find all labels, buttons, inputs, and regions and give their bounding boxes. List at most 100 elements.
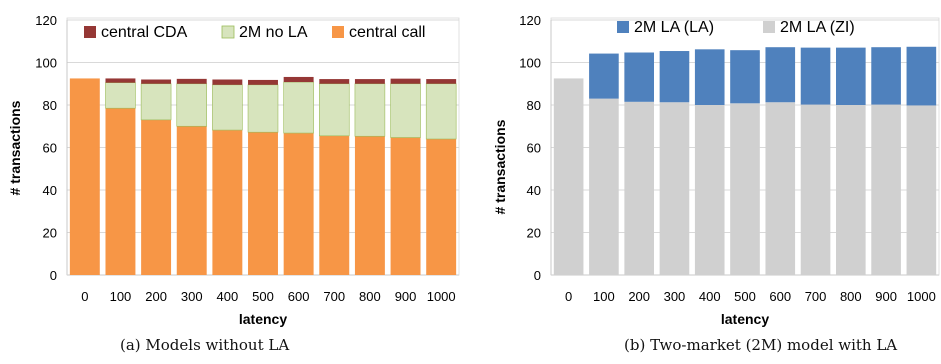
legend-swatch [332,26,344,38]
bar-segment [425,83,457,140]
bar-segment [69,78,100,275]
bar-segment [176,78,207,84]
x-axis-title: latency [239,311,287,327]
bar-segment [589,53,619,99]
bar-segment [426,79,457,84]
bar-segment [390,137,421,275]
y-tick-label: 0 [50,268,57,283]
bar-segment [319,79,350,84]
bar-segment [906,105,937,275]
bar-segment [319,135,350,275]
y-tick-label: 20 [527,226,541,241]
x-tick-label: 300 [181,289,203,304]
bar-segment [354,136,385,275]
x-tick-label: 0 [81,289,88,304]
legend-label: central call [349,24,425,41]
bar-segment [176,126,207,275]
y-tick-label: 80 [43,98,57,113]
y-tick-label: 0 [534,268,541,283]
y-tick-label: 80 [527,98,541,113]
y-axis-title: # transactions [7,100,23,195]
y-axis-title: # transactions [492,119,508,214]
bar-segment [730,50,760,104]
caption-right: (b) Two-market (2M) model with LA [624,336,898,354]
chart-two-market-with-la: 0 20 40 60 80 100 120 0 100 200 300 400 500 600 700 800… [492,13,940,327]
bar-segment [871,47,901,105]
bar-segment [765,47,796,103]
bar-segment [624,52,654,102]
bar-segment [105,108,136,275]
x-tick-label: 600 [288,289,310,304]
y-tick-label: 120 [519,13,541,28]
bar-segment [105,82,136,109]
legend-swatch [84,26,96,38]
x-tick-label: 600 [769,289,791,304]
bar-segment [319,83,350,137]
bar-segment [589,98,619,275]
x-tick-label: 700 [805,289,827,304]
y-tick-label: 120 [35,13,57,28]
bar-segment [390,78,421,84]
bar-segment [140,83,172,121]
bar-segment [176,83,207,127]
x-tick-label: 1000 [907,289,936,304]
x-tick-label: 100 [110,289,132,304]
bar-segment [553,78,584,275]
bar-segment [141,119,172,275]
x-tick-label: 300 [664,289,686,304]
legend-swatch [617,21,629,33]
bar-segment [765,102,796,275]
bar-segment [694,49,725,105]
bar-segment [212,130,243,275]
bar-segment [283,133,314,275]
bar-segment [800,47,831,105]
x-tick-label: 800 [359,289,381,304]
bar-segment [283,76,314,83]
x-tick-label: 800 [840,289,862,304]
bar-segment [836,105,866,275]
y-tick-label: 60 [43,141,57,156]
y-tick-label: 20 [43,226,57,241]
bar-segment [212,79,243,85]
y-tick-label: 40 [527,183,541,198]
bar-segment [694,105,725,275]
y-tick-label: 40 [43,183,57,198]
bar-segment [248,79,278,85]
legend-label: 2M LA (LA) [634,19,714,36]
x-tick-label: 400 [699,289,721,304]
legend-label: 2M LA (ZI) [780,19,855,36]
bar-segment [426,139,457,275]
bar-segment [141,79,172,84]
bar-segment [624,101,654,275]
y-tick-label: 100 [519,56,541,71]
bar-segment [247,84,279,133]
y-tick-label: 100 [35,56,57,71]
bar-segment [248,132,278,275]
x-tick-label: 500 [252,289,274,304]
x-tick-label: 0 [565,289,572,304]
legend-swatch [221,25,235,39]
x-tick-label: 200 [145,289,167,304]
x-tick-label: 900 [875,289,897,304]
bar-segment [836,47,866,105]
x-tick-label: 500 [734,289,756,304]
legend-label: 2M no LA [239,24,308,41]
x-axis-title: latency [721,311,769,327]
bar-segment [659,102,690,275]
bar-segment [212,84,243,131]
bar-segment [871,104,901,275]
x-tick-label: 700 [323,289,345,304]
chart-models-without-la: 0 20 40 60 80 100 120 0 100 200 300 400 500 600 700 800… [7,13,460,327]
bar-segment [354,79,385,84]
x-tick-label: 100 [593,289,615,304]
x-tick-label: 200 [628,289,650,304]
y-tick-label: 60 [527,141,541,156]
bar-segment [354,83,386,137]
bar-segment [659,51,690,103]
bar-segment [283,81,314,134]
x-tick-label: 1000 [427,289,456,304]
bar-segment [800,104,831,275]
bar-segment [390,83,421,138]
legend-swatch [763,21,775,33]
